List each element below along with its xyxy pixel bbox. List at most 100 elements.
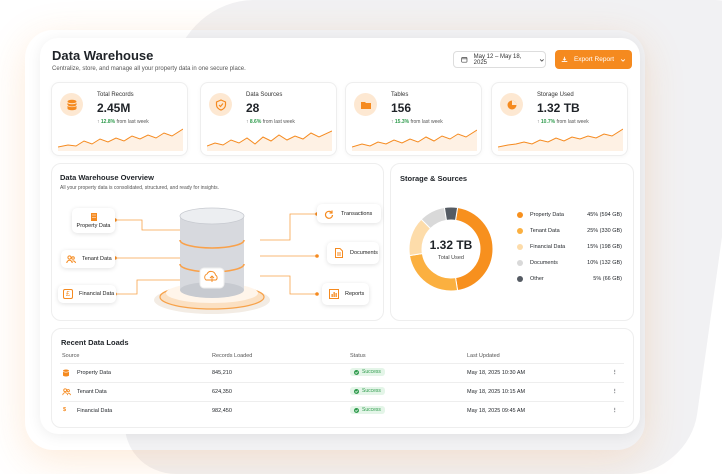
kpi-label: Tables: [391, 92, 409, 98]
sparkline: [207, 130, 332, 151]
legend-item: Other 5% (66 GB): [517, 276, 622, 282]
check-circle-icon: [354, 388, 359, 394]
page-title: Data Warehouse: [52, 48, 154, 63]
output-label: Transactions: [341, 210, 373, 217]
donut-slice-other: [443, 206, 459, 221]
output-label: Documents: [350, 250, 378, 256]
date-range-picker[interactable]: May 12 – May 18, 2025: [453, 51, 546, 68]
refresh-icon: [324, 210, 334, 219]
legend-swatch: [517, 244, 523, 250]
kpi-card-data-sources[interactable]: Data Sources 28 ↑ 8.6% from last week: [200, 82, 337, 156]
kpi-value: 2.45M: [97, 101, 131, 115]
dollar-icon: $: [63, 407, 67, 413]
storage-title: Storage & Sources: [400, 174, 468, 183]
database-illustration: [154, 207, 270, 314]
table-row[interactable]: Property Data 845,210 Success May 18, 20…: [60, 363, 624, 382]
table-row[interactable]: $ Financial Data 982,450 Success May 18,…: [60, 401, 624, 420]
kpi-label: Data Sources: [246, 92, 283, 98]
kpi-delta: ↑ 15.3% from last week: [391, 119, 443, 125]
row-source: Financial Data: [77, 408, 113, 414]
export-report-label: Export Report: [573, 56, 615, 63]
output-node-documents[interactable]: Documents: [327, 242, 379, 264]
row-records: 624,350: [212, 389, 232, 395]
recent-loads-title: Recent Data Loads: [61, 338, 129, 347]
more-options-icon[interactable]: ⋮: [612, 389, 618, 395]
donut-center-value: 1.32 TB: [429, 238, 473, 252]
donut-center-label: Total Used: [438, 255, 464, 261]
legend-item: Financial Data 15% (198 GB): [517, 244, 622, 250]
row-updated: May 18, 2025 10:15 AM: [467, 389, 526, 395]
pie-chart-icon: [500, 93, 523, 116]
users-icon: [66, 254, 76, 263]
source-node-property[interactable]: Property Data: [72, 208, 115, 233]
legend-swatch: [517, 276, 523, 282]
database-icon: [62, 369, 70, 379]
kpi-label: Total Records: [97, 92, 134, 98]
source-label: Tenant Data: [82, 256, 112, 262]
output-node-reports[interactable]: Reports: [322, 283, 369, 305]
kpi-card-storage-used[interactable]: Storage Used 1.32 TB ↑ 10.7% from last w…: [491, 82, 628, 156]
output-node-transactions[interactable]: Transactions: [317, 204, 381, 223]
legend-item: Documents 10% (132 GB): [517, 260, 622, 266]
row-source: Tenant Data: [77, 389, 107, 395]
more-options-icon[interactable]: ⋮: [612, 370, 618, 376]
row-source: Property Data: [77, 370, 111, 376]
legend-swatch: [517, 260, 523, 266]
status-badge: Success: [350, 406, 385, 414]
check-circle-icon: [354, 369, 359, 375]
source-node-financial[interactable]: £ Financial Data: [58, 285, 116, 303]
check-circle-icon: [354, 407, 359, 413]
column-header: Last Updated: [467, 353, 500, 359]
export-report-button[interactable]: Export Report: [555, 50, 632, 69]
table-row[interactable]: Tenant Data 624,350 Success May 18, 2025…: [60, 382, 624, 401]
date-range-label: May 12 – May 18, 2025: [473, 53, 522, 66]
bar-chart-icon: [329, 289, 339, 299]
shield-check-icon: [209, 93, 232, 116]
pound-icon: £: [63, 289, 73, 299]
row-updated: May 18, 2025 10:30 AM: [467, 370, 526, 376]
kpi-label: Storage Used: [537, 92, 574, 98]
chevron-down-icon: [620, 58, 626, 62]
database-icon: [60, 93, 83, 116]
kpi-delta: ↑ 8.6% from last week: [246, 119, 295, 125]
kpi-card-total-records[interactable]: Total Records 2.45M ↑ 12.8% from last we…: [51, 82, 188, 156]
legend-item: Property Data 45% (594 GB): [517, 212, 622, 218]
legend-swatch: [517, 212, 523, 218]
sparkline: [498, 128, 623, 151]
kpi-value: 1.32 TB: [537, 101, 580, 115]
calendar-icon: [461, 57, 468, 63]
kpi-card-tables[interactable]: Tables 156 ↑ 15.3% from last week: [345, 82, 482, 156]
users-icon: [62, 388, 71, 398]
overview-title: Data Warehouse Overview: [60, 173, 154, 182]
chevron-down-icon: [540, 58, 545, 62]
kpi-value: 28: [246, 101, 260, 115]
folder-icon: [354, 93, 377, 116]
building-icon: [90, 213, 97, 221]
overview-subtitle: All your property data is consolidated, …: [60, 185, 219, 191]
column-header: Status: [350, 353, 366, 359]
document-icon: [335, 248, 343, 258]
recent-loads-panel: Recent Data Loads: [51, 328, 634, 428]
kpi-delta: ↑ 12.8% from last week: [97, 119, 149, 125]
row-records: 982,450: [212, 408, 232, 414]
storage-panel: Storage & Sources 1.32 TB Total Used Pro…: [390, 163, 634, 321]
storage-donut-chart: [408, 206, 494, 292]
row-records: 845,210: [212, 370, 232, 376]
page-subtitle: Centralize, store, and manage all your p…: [52, 66, 246, 72]
source-label: Property Data: [76, 223, 111, 229]
status-badge: Success: [350, 387, 385, 395]
overview-panel: Data Warehouse Overview All your propert…: [51, 163, 384, 321]
column-header: Source: [62, 353, 80, 359]
source-label: Financial Data: [79, 291, 115, 297]
sparkline: [352, 129, 477, 151]
download-icon: [561, 56, 568, 63]
dashboard-panel: Data Warehouse Centralize, store, and ma…: [40, 38, 640, 434]
row-updated: May 18, 2025 09:45 AM: [467, 408, 526, 414]
legend-swatch: [517, 228, 523, 234]
kpi-value: 156: [391, 101, 412, 115]
source-node-tenant[interactable]: Tenant Data: [61, 250, 115, 268]
more-options-icon[interactable]: ⋮: [612, 408, 618, 414]
status-badge: Success: [350, 368, 385, 376]
legend-item: Tenant Data 25% (330 GB): [517, 228, 622, 234]
column-header: Records Loaded: [212, 353, 253, 359]
